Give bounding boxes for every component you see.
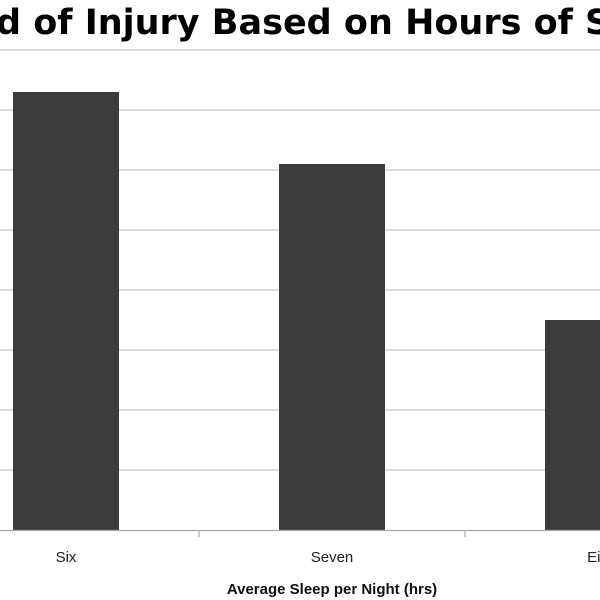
bar-seven [279,164,385,530]
x-tick-label: Seven [311,549,354,566]
bar-eig [545,320,600,530]
chart-title: d of Injury Based on Hours of Sleep p [0,3,600,43]
x-axis [0,529,600,537]
bar-six [13,92,119,530]
bars [13,92,600,530]
x-tick-label: Six [56,549,77,566]
x-axis-title: Average Sleep per Night (hrs) [227,581,437,598]
x-tick-label: Eig [587,549,600,566]
x-tick-labels: Six Seven Eig [56,549,600,566]
